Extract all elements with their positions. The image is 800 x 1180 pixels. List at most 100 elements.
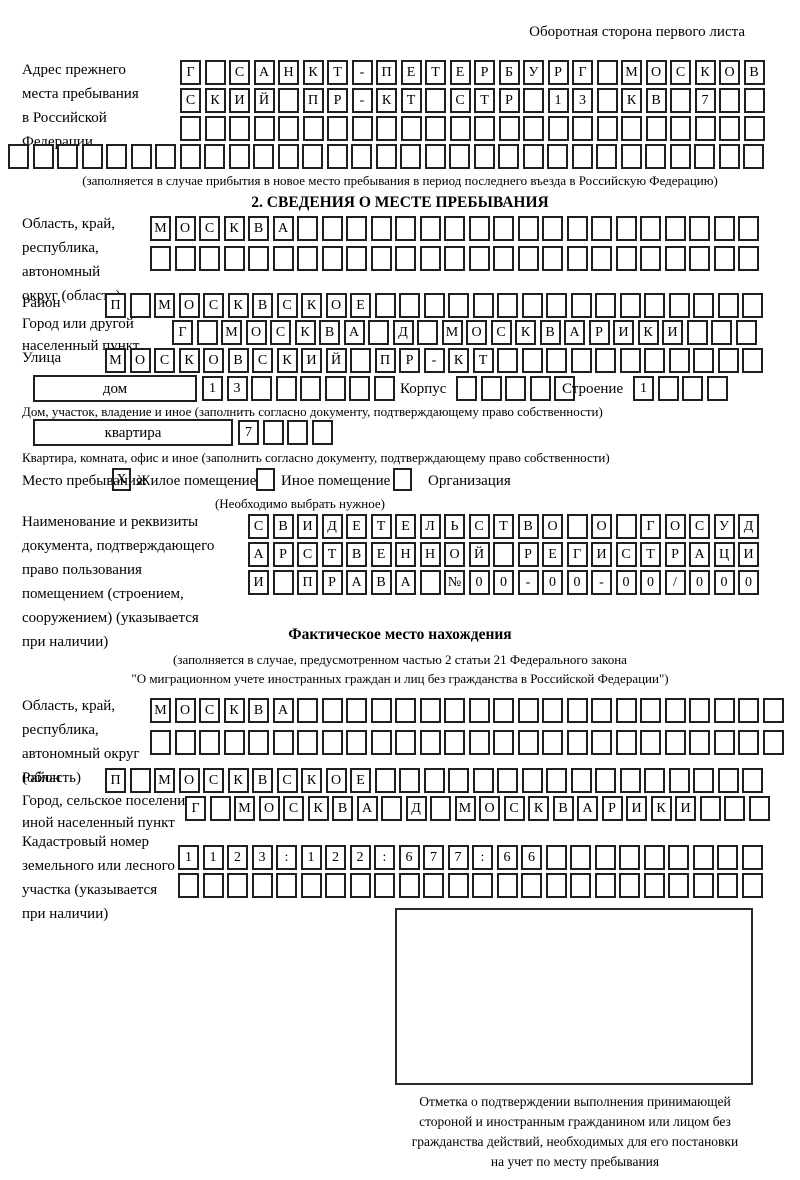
form-cell[interactable] — [591, 216, 612, 241]
form-cell[interactable] — [493, 216, 514, 241]
form-cell[interactable]: К — [301, 768, 322, 793]
form-cell[interactable]: - — [517, 570, 539, 595]
form-cell[interactable] — [596, 144, 617, 169]
form-cell[interactable] — [449, 116, 471, 141]
form-cell[interactable]: С — [199, 216, 220, 241]
form-cell[interactable]: / — [664, 570, 686, 595]
form-cell[interactable] — [493, 730, 514, 755]
form-cell[interactable]: С — [283, 796, 304, 821]
form-cell[interactable]: В — [332, 796, 353, 821]
form-cell[interactable] — [670, 88, 691, 113]
form-cell[interactable] — [554, 376, 575, 401]
form-cell[interactable]: 6 — [496, 845, 518, 870]
form-cell[interactable] — [129, 768, 151, 793]
form-cell[interactable]: Е — [350, 768, 371, 793]
form-cell[interactable]: Р — [474, 60, 495, 85]
form-cell[interactable] — [350, 348, 371, 373]
form-cell[interactable] — [738, 246, 759, 271]
form-cell[interactable] — [615, 698, 637, 723]
form-cell[interactable]: Ц — [713, 542, 735, 567]
form-cell[interactable] — [717, 845, 738, 870]
form-cell[interactable] — [311, 420, 333, 445]
form-cell[interactable]: К — [294, 320, 316, 345]
form-cell[interactable] — [523, 88, 544, 113]
form-cell[interactable] — [615, 216, 637, 241]
form-cell[interactable] — [327, 116, 348, 141]
form-cell[interactable]: 1 — [202, 376, 223, 401]
form-cell[interactable] — [546, 293, 567, 318]
form-cell[interactable]: 0 — [542, 570, 563, 595]
form-cell[interactable]: С — [248, 514, 269, 539]
form-cell[interactable]: С — [503, 796, 525, 821]
form-cell[interactable] — [570, 293, 592, 318]
form-cell[interactable] — [417, 320, 438, 345]
form-cell[interactable] — [517, 730, 539, 755]
form-cell[interactable]: О — [203, 348, 224, 373]
form-cell[interactable]: К — [223, 698, 245, 723]
form-cell[interactable] — [669, 144, 691, 169]
form-cell[interactable] — [620, 144, 642, 169]
form-cell[interactable]: С — [276, 293, 298, 318]
form-cell[interactable]: В — [743, 60, 765, 85]
form-cell[interactable] — [297, 698, 318, 723]
form-cell[interactable]: : — [472, 845, 493, 870]
form-cell[interactable] — [419, 216, 441, 241]
form-cell[interactable]: С — [252, 348, 273, 373]
form-cell[interactable]: С — [490, 320, 512, 345]
form-cell[interactable] — [699, 796, 721, 821]
form-cell[interactable]: К — [528, 796, 549, 821]
form-cell[interactable] — [351, 144, 372, 169]
form-cell[interactable] — [8, 144, 29, 169]
form-cell[interactable] — [351, 116, 373, 141]
form-cell[interactable]: А — [356, 796, 378, 821]
form-cell[interactable] — [542, 730, 563, 755]
form-cell[interactable]: С — [203, 768, 224, 793]
form-cell[interactable]: Т — [370, 514, 392, 539]
form-cell[interactable] — [32, 144, 54, 169]
form-cell[interactable] — [668, 348, 690, 373]
form-cell[interactable] — [493, 542, 514, 567]
form-cell[interactable]: С — [689, 514, 710, 539]
form-cell[interactable]: О — [591, 514, 612, 539]
form-cell[interactable] — [615, 246, 637, 271]
form-cell[interactable] — [717, 873, 738, 898]
form-cell[interactable] — [521, 348, 543, 373]
form-cell[interactable] — [692, 845, 714, 870]
form-cell[interactable] — [399, 293, 420, 318]
form-cell[interactable] — [199, 246, 220, 271]
form-cell[interactable]: П — [374, 348, 396, 373]
form-cell[interactable] — [398, 873, 420, 898]
form-cell[interactable] — [302, 144, 323, 169]
form-cell[interactable]: № — [444, 570, 465, 595]
form-cell[interactable] — [748, 796, 770, 821]
form-cell[interactable]: С — [449, 88, 471, 113]
form-cell[interactable]: Н — [395, 542, 416, 567]
form-cell[interactable] — [615, 730, 637, 755]
form-cell[interactable]: В — [645, 88, 667, 113]
form-cell[interactable] — [640, 246, 661, 271]
form-cell[interactable]: Р — [547, 60, 569, 85]
form-cell[interactable] — [718, 144, 740, 169]
form-cell[interactable] — [155, 144, 176, 169]
form-cell[interactable]: 1 — [633, 376, 654, 401]
form-cell[interactable]: Р — [517, 542, 539, 567]
form-cell[interactable]: Г — [566, 542, 588, 567]
form-cell[interactable] — [743, 88, 765, 113]
form-cell[interactable]: О — [479, 796, 500, 821]
form-cell[interactable] — [717, 768, 739, 793]
form-cell[interactable]: К — [204, 88, 226, 113]
form-cell[interactable]: И — [626, 796, 647, 821]
form-cell[interactable] — [448, 293, 469, 318]
form-cell[interactable] — [248, 246, 269, 271]
form-cell[interactable] — [375, 144, 397, 169]
form-cell[interactable] — [370, 246, 392, 271]
form-cell[interactable]: 1 — [178, 845, 199, 870]
form-cell[interactable] — [657, 376, 679, 401]
form-cell[interactable] — [424, 144, 446, 169]
form-cell[interactable] — [547, 116, 569, 141]
form-cell[interactable] — [664, 216, 686, 241]
form-cell[interactable] — [253, 116, 275, 141]
form-cell[interactable]: 7 — [447, 845, 469, 870]
form-cell[interactable]: М — [105, 348, 126, 373]
form-cell[interactable]: 7 — [423, 845, 444, 870]
